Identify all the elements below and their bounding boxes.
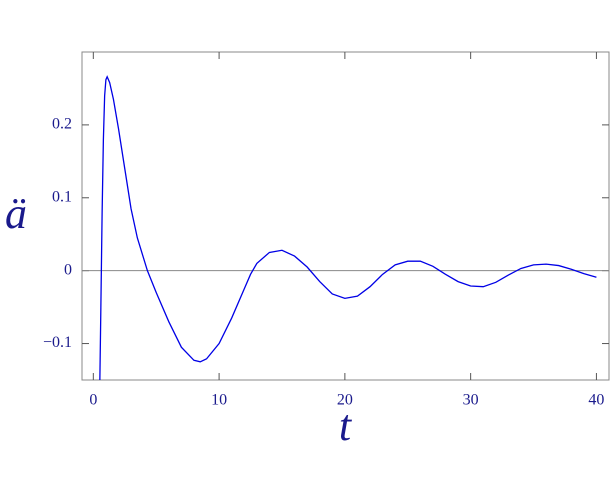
y-tick-label: 0.2	[52, 116, 72, 133]
data-line	[99, 75, 597, 380]
x-tick-label: 40	[588, 392, 604, 409]
y-tick-label: 0	[64, 261, 72, 278]
x-axis-label: t	[339, 401, 353, 450]
y-tick-label: 0.1	[52, 188, 72, 205]
x-tick-label: 30	[463, 392, 479, 409]
x-tick-label: 0	[89, 392, 97, 409]
x-tick-label: 10	[211, 392, 227, 409]
plot-frame	[81, 51, 610, 381]
y-tick-label: −0.1	[43, 334, 72, 351]
x-tick-label: 20	[337, 392, 353, 409]
y-axis-label: ä	[5, 189, 27, 238]
